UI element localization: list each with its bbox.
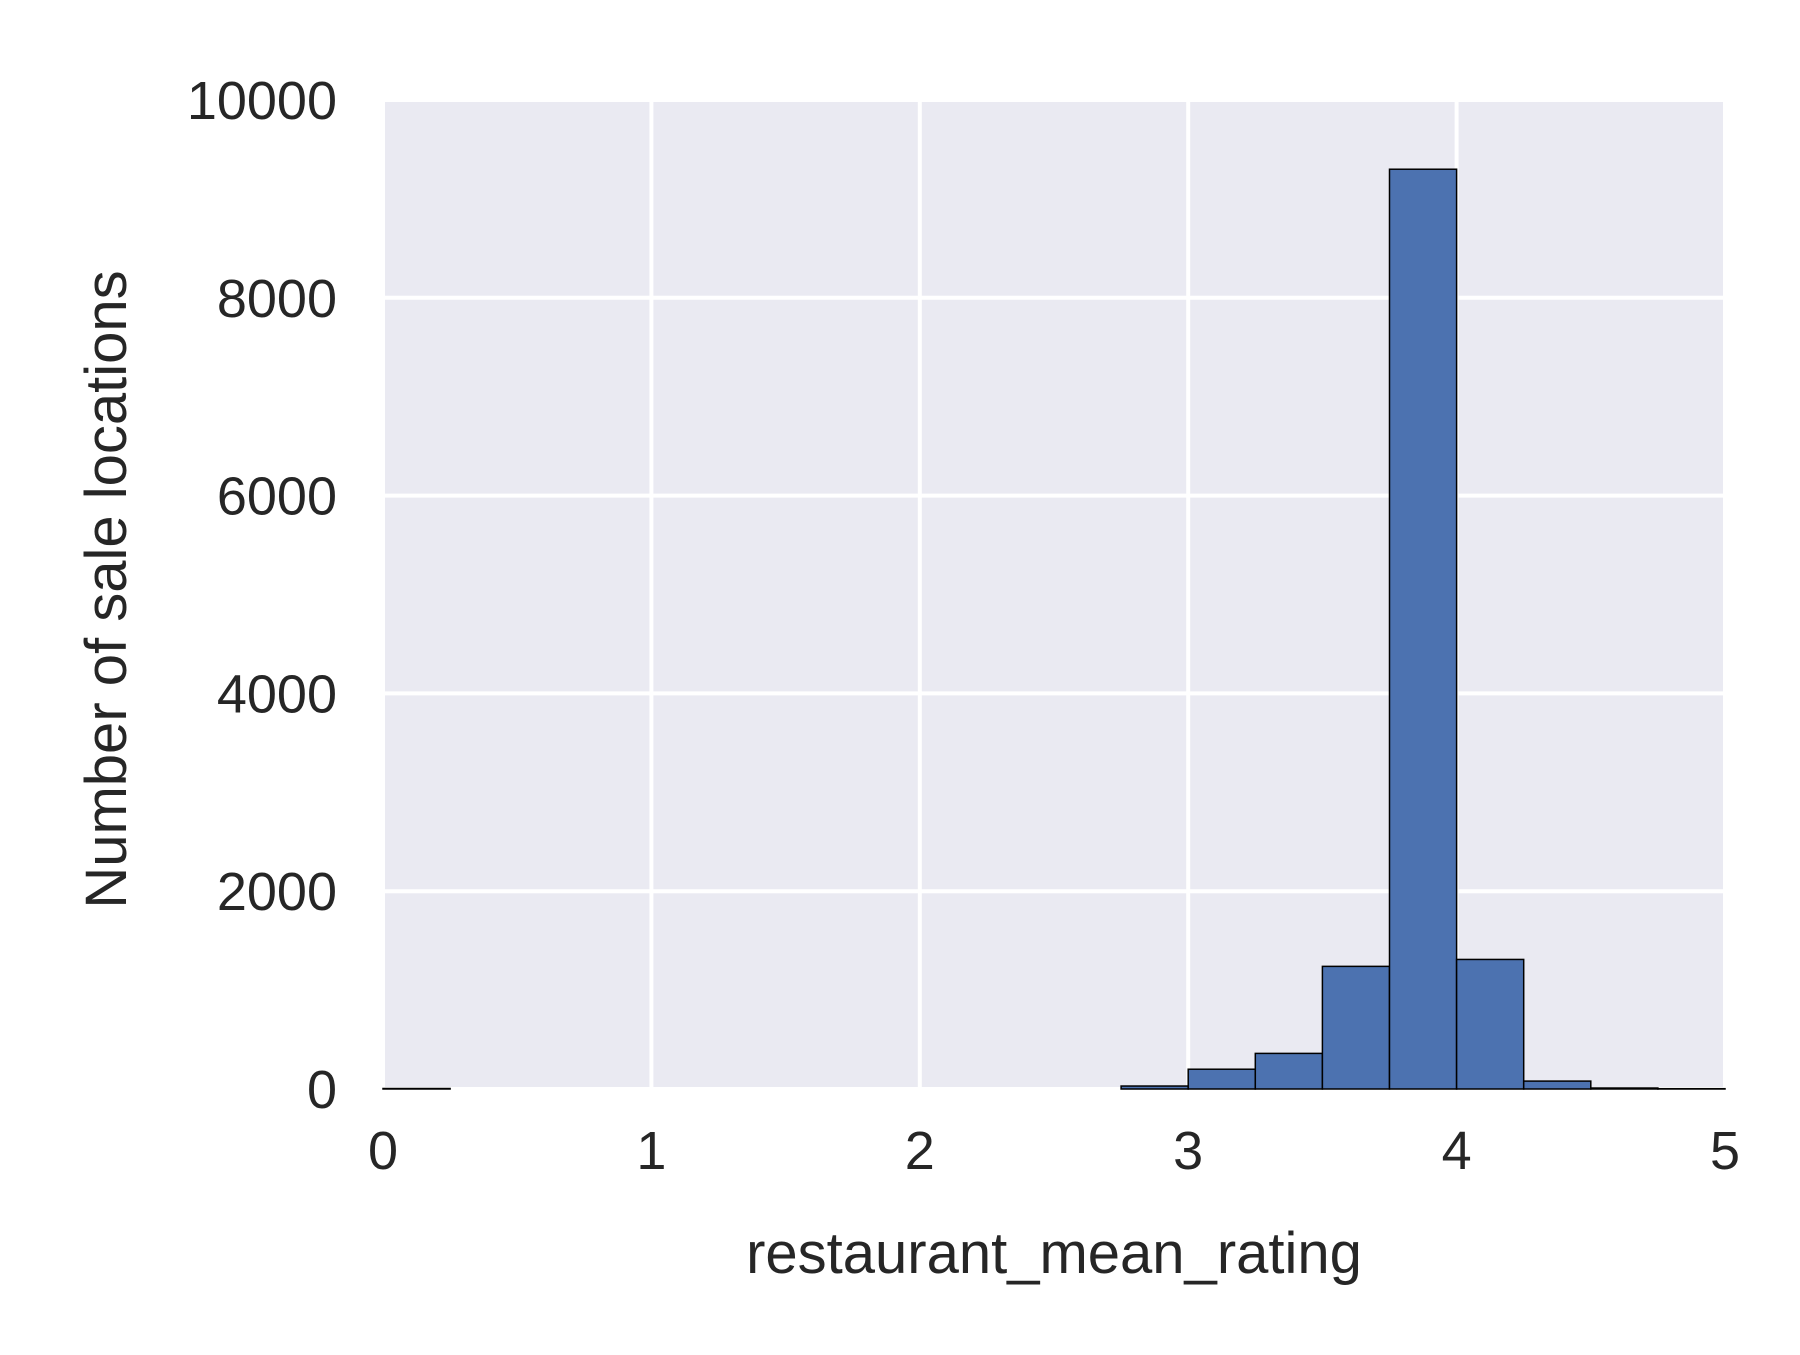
x-axis-title: restaurant_mean_rating	[746, 1221, 1362, 1286]
y-tick-label-3: 6000	[217, 467, 337, 527]
histogram-bar-13	[1255, 1053, 1322, 1089]
y-tick-label-1: 2000	[217, 862, 337, 922]
histogram-bar-11	[1121, 1086, 1188, 1089]
histogram-bar-15	[1390, 169, 1457, 1089]
histogram-bar-12	[1188, 1069, 1255, 1089]
y-tick-label-2: 4000	[217, 664, 337, 724]
x-tick-label-2: 2	[905, 1121, 935, 1181]
y-tick-labels: 0 2000 4000 6000 8000 10000	[187, 71, 337, 1120]
x-tick-label-1: 1	[636, 1121, 666, 1181]
y-tick-label-4: 8000	[217, 269, 337, 329]
histogram-bar-14	[1322, 966, 1389, 1089]
y-tick-label-0: 0	[307, 1060, 337, 1120]
x-tick-label-0: 0	[368, 1121, 398, 1181]
y-tick-label-5: 10000	[187, 71, 337, 131]
x-tick-labels: 0 1 2 3 4 5	[368, 1121, 1740, 1181]
x-tick-label-3: 3	[1173, 1121, 1203, 1181]
y-axis-title: Number of sale locations	[74, 270, 139, 908]
histogram-bar-16	[1457, 959, 1524, 1089]
x-tick-label-5: 5	[1710, 1121, 1740, 1181]
histogram-bar-17	[1524, 1081, 1591, 1089]
histogram-bar-18	[1591, 1088, 1658, 1089]
plot-background	[383, 100, 1725, 1089]
x-tick-label-4: 4	[1442, 1121, 1472, 1181]
